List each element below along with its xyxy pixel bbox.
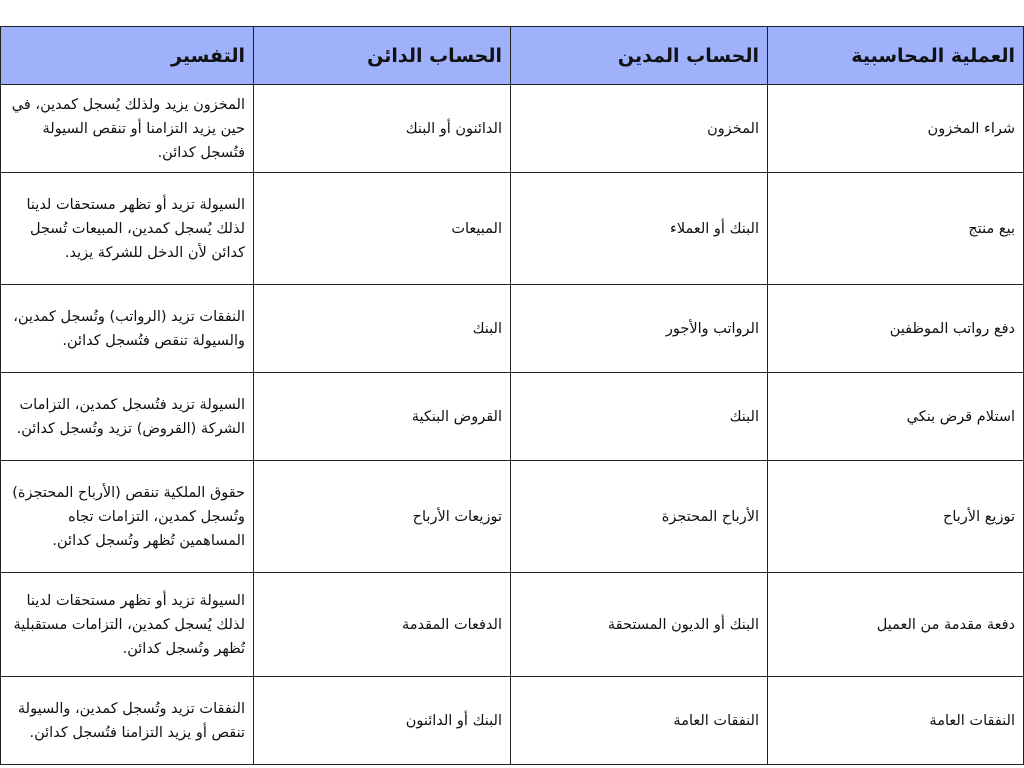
- credit-cell: الدائنون أو البنك: [253, 84, 511, 173]
- operation-cell: النفقات العامة: [767, 676, 1024, 765]
- table-row: النفقات العامة النفقات العامة البنك أو الد…: [0, 676, 1024, 765]
- credit-cell: القروض البنكية: [253, 372, 511, 461]
- explanation-cell: حقوق الملكية تنقص (الأرباح المحتجزة) وتُ…: [0, 460, 254, 573]
- operation-cell: بيع منتج: [767, 172, 1024, 285]
- debit-cell: الرواتب والأجور: [510, 284, 768, 373]
- credit-cell: البنك أو الدائنون: [253, 676, 511, 765]
- table-row: بيع منتج البنك أو العملاء المبيعات السيولة …: [0, 172, 1024, 285]
- table-row: دفع رواتب الموظفين الرواتب والأجور البنك ال…: [0, 284, 1024, 373]
- header-operation: العملية المحاسبية: [767, 26, 1024, 85]
- explanation-cell: المخزون يزيد ولذلك يُسجل كمدين، في حين ي…: [0, 84, 254, 173]
- credit-cell: توزيعات الأرباح: [253, 460, 511, 573]
- table-row: شراء المخزون المخزون الدائنون أو البنك المخ…: [0, 84, 1024, 173]
- operation-cell: دفع رواتب الموظفين: [767, 284, 1024, 373]
- debit-cell: البنك أو الديون المستحقة: [510, 572, 768, 677]
- header-credit: الحساب الدائن: [253, 26, 511, 85]
- debit-cell: النفقات العامة: [510, 676, 768, 765]
- table-row: توزيع الأرباح الأرباح المحتجزة توزيعات الأ…: [0, 460, 1024, 573]
- explanation-cell: النفقات تزيد وتُسجل كمدين، والسيولة تنقص…: [0, 676, 254, 765]
- explanation-cell: النفقات تزيد (الرواتب) وتُسجل كمدين، وال…: [0, 284, 254, 373]
- credit-cell: المبيعات: [253, 172, 511, 285]
- header-debit: الحساب المدين: [510, 26, 768, 85]
- operation-cell: توزيع الأرباح: [767, 460, 1024, 573]
- header-explanation: التفسير: [0, 26, 254, 85]
- operation-cell: دفعة مقدمة من العميل: [767, 572, 1024, 677]
- debit-cell: المخزون: [510, 84, 768, 173]
- debit-cell: البنك أو العملاء: [510, 172, 768, 285]
- credit-cell: الدفعات المقدمة: [253, 572, 511, 677]
- table-header-row: العملية المحاسبية الحساب المدين الحساب ا…: [0, 26, 1024, 85]
- credit-cell: البنك: [253, 284, 511, 373]
- operation-cell: استلام قرض بنكي: [767, 372, 1024, 461]
- table-row: استلام قرض بنكي البنك القروض البنكية السيول…: [0, 372, 1024, 461]
- explanation-cell: السيولة تزيد فتُسجل كمدين، التزامات الشر…: [0, 372, 254, 461]
- explanation-cell: السيولة تزيد أو تظهر مستحقات لدينا لذلك …: [0, 172, 254, 285]
- accounting-entries-table: العملية المحاسبية الحساب المدين الحساب ا…: [0, 26, 1024, 765]
- explanation-cell: السيولة تزيد أو تظهر مستحقات لدينا لذلك …: [0, 572, 254, 677]
- operation-cell: شراء المخزون: [767, 84, 1024, 173]
- table-row: دفعة مقدمة من العميل البنك أو الديون المس…: [0, 572, 1024, 677]
- debit-cell: البنك: [510, 372, 768, 461]
- debit-cell: الأرباح المحتجزة: [510, 460, 768, 573]
